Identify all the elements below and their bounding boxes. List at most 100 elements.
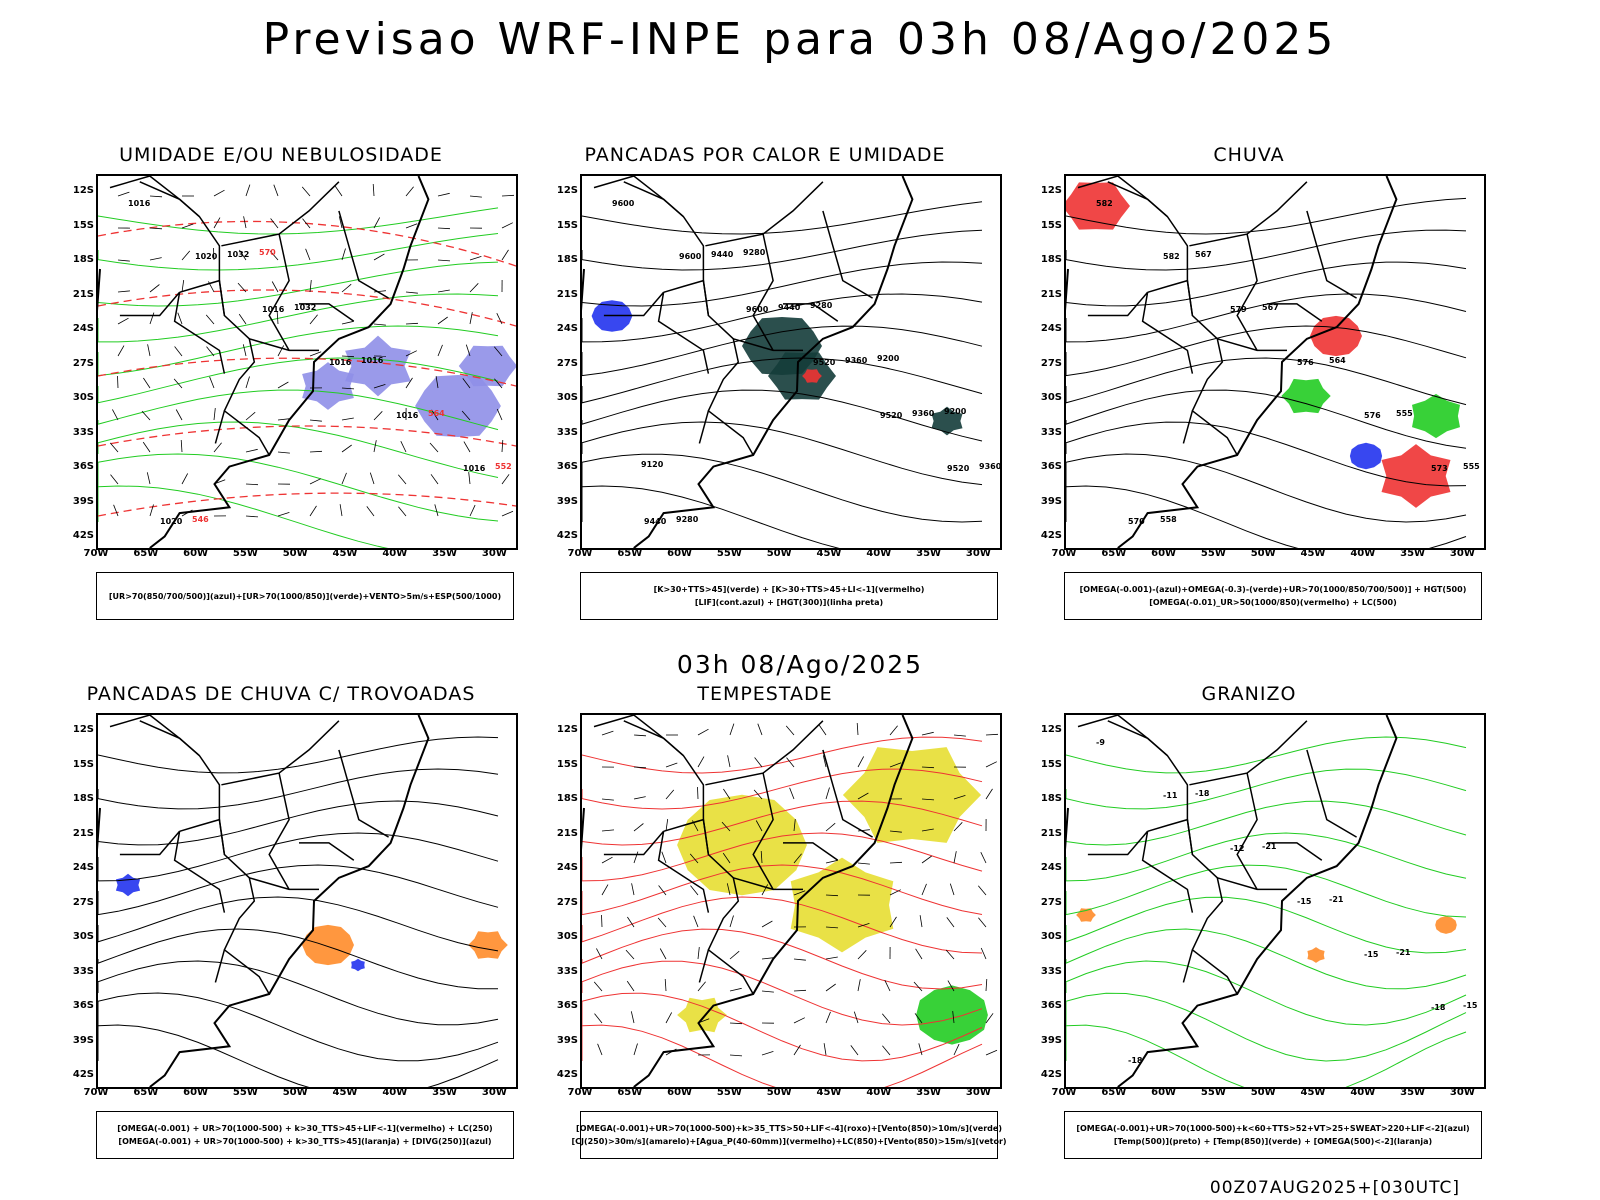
contour-value-label: 9440 bbox=[711, 250, 734, 259]
political-border bbox=[179, 279, 226, 316]
longitude-tick-label: 65W bbox=[617, 1087, 643, 1098]
wind-vector bbox=[112, 409, 119, 421]
wind-vector bbox=[117, 259, 130, 262]
wind-vector bbox=[245, 184, 251, 197]
latitude-tick-label: 12S bbox=[72, 724, 94, 735]
wind-vector bbox=[373, 440, 377, 453]
wind-vector bbox=[397, 474, 407, 485]
wind-vector bbox=[913, 981, 923, 992]
isoline bbox=[1066, 325, 1467, 377]
wind-vector bbox=[661, 851, 667, 864]
longitude-tick-label: 50W bbox=[282, 548, 308, 559]
latitude-tick-label: 36S bbox=[556, 461, 578, 472]
wind-vector bbox=[302, 218, 311, 229]
latitude-tick-label: 24S bbox=[556, 862, 578, 873]
latitude-tick-label: 24S bbox=[1040, 323, 1062, 334]
longitude-tick-label: 40W bbox=[1350, 1087, 1376, 1098]
shaded-field bbox=[768, 352, 836, 400]
wind-vector bbox=[341, 320, 354, 325]
contour-value-label: -21 bbox=[1262, 842, 1277, 851]
political-border bbox=[139, 720, 200, 757]
wind-vector bbox=[149, 227, 163, 230]
wind-vector bbox=[177, 312, 183, 325]
wind-vector bbox=[985, 1013, 994, 1024]
contour-value-label: 9200 bbox=[944, 407, 967, 416]
isoline bbox=[98, 389, 499, 431]
contour-value-label: 570 bbox=[259, 248, 276, 257]
isoline bbox=[582, 736, 983, 774]
wind-vector bbox=[601, 730, 614, 736]
contour-value-label: 567 bbox=[1195, 250, 1212, 259]
wind-vector bbox=[501, 439, 504, 453]
wind-vector bbox=[141, 410, 151, 421]
wind-vector bbox=[405, 322, 419, 325]
contour-value-label: 1016 bbox=[128, 199, 151, 208]
coastline bbox=[149, 176, 430, 548]
dashed-thickness-line bbox=[98, 492, 516, 517]
contour-value-label: 1032 bbox=[294, 303, 316, 312]
contour-value-label: 9280 bbox=[810, 301, 833, 310]
latitude-tick-label: 24S bbox=[1040, 862, 1062, 873]
contour-value-label: 564 bbox=[428, 409, 445, 418]
wind-vector bbox=[434, 504, 439, 517]
wind-vector bbox=[856, 722, 859, 736]
latitude-tick-label: 36S bbox=[1040, 461, 1062, 472]
wind-vector bbox=[463, 441, 471, 453]
isoline bbox=[1066, 768, 1467, 810]
wind-vector bbox=[213, 217, 221, 229]
isoline bbox=[98, 357, 499, 404]
wind-vector bbox=[277, 345, 285, 357]
wind-vector bbox=[593, 981, 603, 992]
wind-vector bbox=[665, 819, 669, 832]
political-border bbox=[119, 291, 181, 317]
wind-vector bbox=[373, 384, 386, 389]
political-border bbox=[173, 831, 226, 913]
wind-vector bbox=[825, 822, 836, 832]
latitude-tick-label: 42S bbox=[72, 1069, 94, 1080]
longitude-tick-label: 65W bbox=[617, 548, 643, 559]
wind-vector bbox=[468, 472, 471, 485]
wind-vector bbox=[889, 889, 901, 896]
longitude-tick-label: 35W bbox=[1400, 548, 1426, 559]
latitude-tick-label: 39S bbox=[72, 1034, 94, 1046]
latitude-tick-label: 15S bbox=[1040, 758, 1062, 770]
longitude-tick-label: 55W bbox=[716, 1087, 742, 1098]
wind-vector bbox=[341, 444, 352, 453]
wind-vector bbox=[980, 947, 987, 960]
legend-box: [OMEGA(-0.001)-(azul)+OMEGA(-0.3)-(verde… bbox=[1064, 572, 1482, 620]
isoline bbox=[98, 736, 499, 774]
wind-vector bbox=[921, 766, 935, 769]
wind-vector bbox=[405, 377, 413, 389]
shaded-field bbox=[1412, 393, 1460, 439]
isoline bbox=[98, 896, 499, 952]
political-border bbox=[783, 303, 839, 322]
political-border bbox=[1236, 233, 1258, 351]
political-border bbox=[214, 410, 226, 444]
longitude-tick-label: 50W bbox=[1250, 548, 1276, 559]
wind-vector bbox=[793, 1017, 805, 1024]
longitude-tick-label: 60W bbox=[183, 548, 209, 559]
wind-vector bbox=[953, 795, 966, 800]
shaded-field bbox=[790, 857, 894, 953]
panel-title: PANCADAS POR CALOR E UMIDADE bbox=[584, 144, 946, 166]
wind-vector bbox=[664, 978, 667, 992]
wind-vector bbox=[631, 883, 635, 896]
political-border bbox=[1141, 292, 1194, 374]
wind-vector bbox=[149, 312, 155, 325]
wind-vector bbox=[245, 448, 258, 453]
wind-vector bbox=[276, 311, 279, 325]
wind-vector bbox=[431, 409, 439, 421]
wind-vector bbox=[601, 856, 613, 864]
wind-vector bbox=[721, 821, 731, 832]
wind-vector bbox=[208, 281, 215, 293]
wind-vector bbox=[757, 723, 763, 736]
contour-value-label: 555 bbox=[1463, 462, 1480, 471]
shaded-field bbox=[302, 924, 354, 966]
wind-vector bbox=[754, 757, 763, 768]
isoline bbox=[98, 992, 499, 1062]
wind-vector bbox=[341, 248, 346, 261]
contour-value-label: 1020 bbox=[195, 252, 218, 261]
latitude-tick-label: 24S bbox=[556, 323, 578, 334]
latitude-tick-label: 15S bbox=[1040, 219, 1062, 231]
isoline bbox=[1066, 357, 1467, 406]
